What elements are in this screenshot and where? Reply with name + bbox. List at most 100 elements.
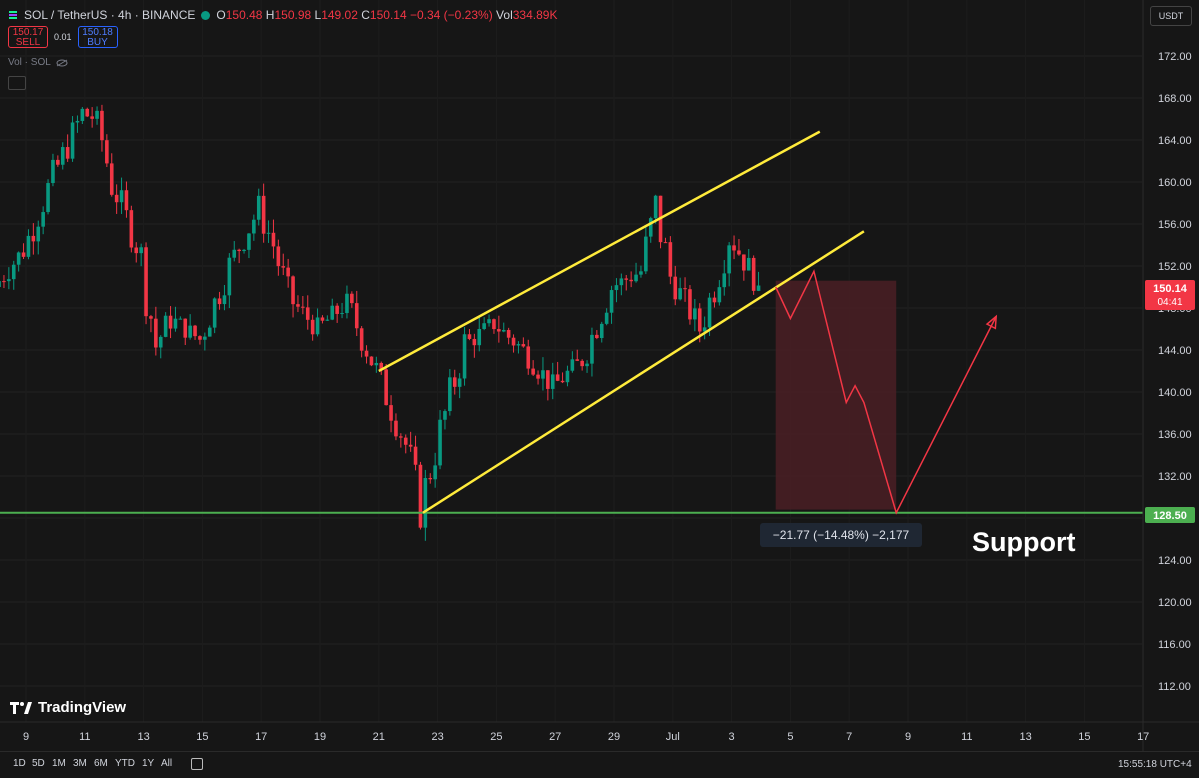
candle-body [183, 318, 188, 338]
candle-body [168, 315, 173, 329]
candle-body [242, 249, 246, 252]
time-tick-label: 17 [255, 731, 267, 743]
timeframe-1d[interactable]: 1D [13, 758, 26, 769]
candle-body [56, 159, 60, 165]
candle-body [624, 278, 629, 280]
channel-upper-line[interactable] [378, 130, 821, 373]
candle-body [541, 370, 545, 379]
candle-body [217, 298, 222, 305]
candle-body [428, 477, 433, 480]
timeframe-ytd[interactable]: YTD [115, 758, 135, 769]
open-value: 150.48 [225, 8, 263, 22]
candle-body [46, 183, 50, 213]
candle-body [477, 328, 482, 346]
timeframe-5d[interactable]: 5D [32, 758, 45, 769]
candle-body [697, 308, 702, 332]
candle-body [614, 285, 619, 291]
candle-body [399, 436, 403, 438]
candle-body [472, 338, 477, 346]
time-axis[interactable]: 9 11 13 15 17 19 21 23 25 27 29 Jul 3 5 7 9 11 13 15 17 [0, 721, 1199, 743]
candle-body [139, 247, 143, 254]
sell-button[interactable]: 150.17 SELL [8, 26, 48, 48]
time-tick-label: 27 [549, 731, 561, 743]
candle-body [751, 257, 756, 291]
collapse-legend-button[interactable] [8, 76, 26, 90]
candle-body [394, 420, 398, 437]
timeframe-1y[interactable]: 1Y [142, 758, 155, 769]
last-price-label: 150.14 [1153, 283, 1188, 295]
candle-body [526, 346, 531, 369]
candle-body [188, 325, 192, 338]
candle-body [291, 276, 295, 305]
buy-button[interactable]: 150.18 BUY [77, 26, 118, 48]
timeframe-3m[interactable]: 3M [73, 758, 87, 769]
candle-body [609, 290, 614, 313]
candle-body [359, 328, 364, 351]
candle-body [531, 368, 535, 375]
timeframe-all[interactable]: All [161, 758, 173, 769]
price-tick-label: 132.00 [1158, 471, 1192, 483]
candle-body [639, 271, 643, 275]
candle-body [575, 359, 580, 361]
price-axis[interactable]: 172.00168.00164.00160.00156.00152.00148.… [1142, 0, 1192, 751]
candle-body [585, 363, 589, 367]
candle-body [207, 327, 212, 337]
tradingview-logo-icon [10, 701, 32, 714]
date-range-calendar-icon[interactable] [191, 758, 203, 770]
candle-body [75, 120, 80, 123]
price-tick-label: 168.00 [1158, 93, 1192, 105]
measure-range-box[interactable] [775, 280, 897, 510]
timeframe-6m[interactable]: 6M [94, 758, 108, 769]
candle-body [482, 323, 486, 329]
price-tick-label: 120.00 [1158, 597, 1192, 609]
candle-body [403, 437, 408, 445]
candle-body [212, 298, 217, 328]
projection-path[interactable] [775, 269, 997, 515]
candle-body [452, 377, 457, 387]
time-tick-label: 7 [846, 731, 852, 743]
candle-body [663, 242, 668, 244]
candle-body [330, 305, 335, 320]
candle-body [134, 247, 139, 254]
candle-body [227, 257, 232, 296]
eye-off-icon[interactable] [56, 59, 68, 67]
time-tick-label: 5 [787, 731, 793, 743]
price-tick-label: 152.00 [1158, 261, 1192, 273]
candle-body [154, 318, 158, 348]
candle-body [707, 297, 712, 328]
candle-body [717, 287, 722, 303]
candle-body [369, 356, 374, 366]
candle-body [301, 306, 305, 308]
candle-body [683, 288, 687, 290]
candle-body [492, 319, 496, 330]
price-tick-label: 112.00 [1158, 681, 1191, 693]
candle-body [462, 334, 467, 379]
candle-body [261, 195, 266, 234]
candle-body [95, 110, 99, 119]
symbol-header: SOL / TetherUS · 4h · BINANCE O150.48 H1… [8, 8, 557, 22]
candle-body [737, 250, 741, 255]
candle-body [305, 307, 310, 320]
sell-label: SELL [15, 37, 41, 48]
price-tick-label: 160.00 [1158, 177, 1192, 189]
candle-body [109, 163, 114, 195]
candle-body [256, 195, 261, 220]
tradingview-logo[interactable]: TradingView [10, 699, 126, 716]
channel-lower-line[interactable] [422, 230, 865, 514]
candle-body [129, 210, 134, 248]
support-annotation: Support [972, 527, 1076, 557]
candle-body [693, 308, 697, 320]
projection-arrowhead [985, 314, 998, 330]
clock-readout: 15:55:18 UTC+4 [1118, 759, 1192, 770]
symbol-title[interactable]: SOL / TetherUS · 4h · BINANCE [24, 8, 196, 22]
candle-body [555, 374, 560, 381]
change-value: −0.34 (−0.23%) [409, 8, 493, 22]
volume-indicator[interactable]: Vol · SOL [8, 57, 68, 68]
candle-body [16, 252, 21, 265]
spread-value: 0.01 [54, 32, 72, 42]
timeframe-1m[interactable]: 1M [52, 758, 66, 769]
buy-price: 150.18 [82, 27, 113, 38]
brand-name: TradingView [38, 699, 127, 716]
currency-selector[interactable]: USDT [1150, 6, 1192, 26]
